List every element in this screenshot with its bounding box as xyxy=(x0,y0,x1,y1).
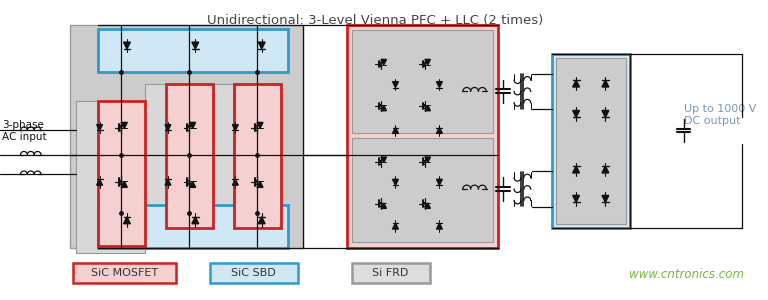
Text: 3-phase: 3-phase xyxy=(2,121,44,130)
Polygon shape xyxy=(97,179,102,185)
Polygon shape xyxy=(436,82,442,88)
Bar xyxy=(98,205,288,248)
Bar xyxy=(346,25,498,248)
Text: Up to 1000 V: Up to 1000 V xyxy=(684,104,756,114)
Polygon shape xyxy=(425,105,430,111)
Polygon shape xyxy=(392,179,399,185)
Polygon shape xyxy=(124,42,131,49)
Text: SiC MOSFET: SiC MOSFET xyxy=(91,268,158,278)
Text: www.cntronics.com: www.cntronics.com xyxy=(629,268,744,281)
Bar xyxy=(71,25,303,248)
Bar xyxy=(210,263,298,283)
Bar xyxy=(98,29,288,72)
Text: AC input: AC input xyxy=(2,132,47,142)
Bar xyxy=(73,263,176,283)
Polygon shape xyxy=(573,166,580,173)
Polygon shape xyxy=(573,110,580,117)
Polygon shape xyxy=(425,203,430,208)
Polygon shape xyxy=(192,217,199,224)
Polygon shape xyxy=(381,59,386,65)
Polygon shape xyxy=(573,80,580,87)
Bar xyxy=(352,30,493,134)
Polygon shape xyxy=(257,182,263,188)
Polygon shape xyxy=(436,179,442,185)
Polygon shape xyxy=(190,182,196,188)
Text: SiC SBD: SiC SBD xyxy=(231,268,276,278)
Polygon shape xyxy=(121,122,127,128)
Polygon shape xyxy=(381,203,386,208)
Bar xyxy=(98,101,144,246)
Polygon shape xyxy=(381,157,386,163)
Polygon shape xyxy=(602,166,609,173)
Bar xyxy=(76,101,144,253)
Bar xyxy=(144,84,213,235)
Polygon shape xyxy=(436,223,442,229)
Polygon shape xyxy=(97,124,102,130)
Text: DC output: DC output xyxy=(684,116,740,126)
Polygon shape xyxy=(192,42,199,49)
Text: Si FRD: Si FRD xyxy=(372,268,409,278)
Polygon shape xyxy=(190,122,196,128)
Polygon shape xyxy=(257,122,263,128)
Polygon shape xyxy=(258,217,265,224)
Polygon shape xyxy=(165,179,170,185)
Polygon shape xyxy=(258,42,265,49)
Polygon shape xyxy=(392,128,399,134)
Bar xyxy=(213,84,281,235)
Bar xyxy=(352,138,493,242)
Polygon shape xyxy=(121,182,127,188)
Polygon shape xyxy=(381,105,386,111)
Polygon shape xyxy=(392,82,399,88)
Polygon shape xyxy=(573,195,580,202)
Bar xyxy=(234,84,281,228)
Polygon shape xyxy=(425,157,430,163)
Polygon shape xyxy=(124,217,131,224)
Polygon shape xyxy=(602,80,609,87)
Polygon shape xyxy=(233,124,238,130)
Polygon shape xyxy=(392,223,399,229)
Text: Unidirectional: 3-Level Vienna PFC + LLC (2 times): Unidirectional: 3-Level Vienna PFC + LLC… xyxy=(207,14,543,27)
Polygon shape xyxy=(602,110,609,117)
Bar xyxy=(166,84,213,228)
Bar xyxy=(352,263,429,283)
Bar xyxy=(555,58,626,224)
Polygon shape xyxy=(165,124,170,130)
Polygon shape xyxy=(602,195,609,202)
Polygon shape xyxy=(233,179,238,185)
Bar xyxy=(551,54,630,228)
Polygon shape xyxy=(425,59,430,65)
Polygon shape xyxy=(436,128,442,134)
